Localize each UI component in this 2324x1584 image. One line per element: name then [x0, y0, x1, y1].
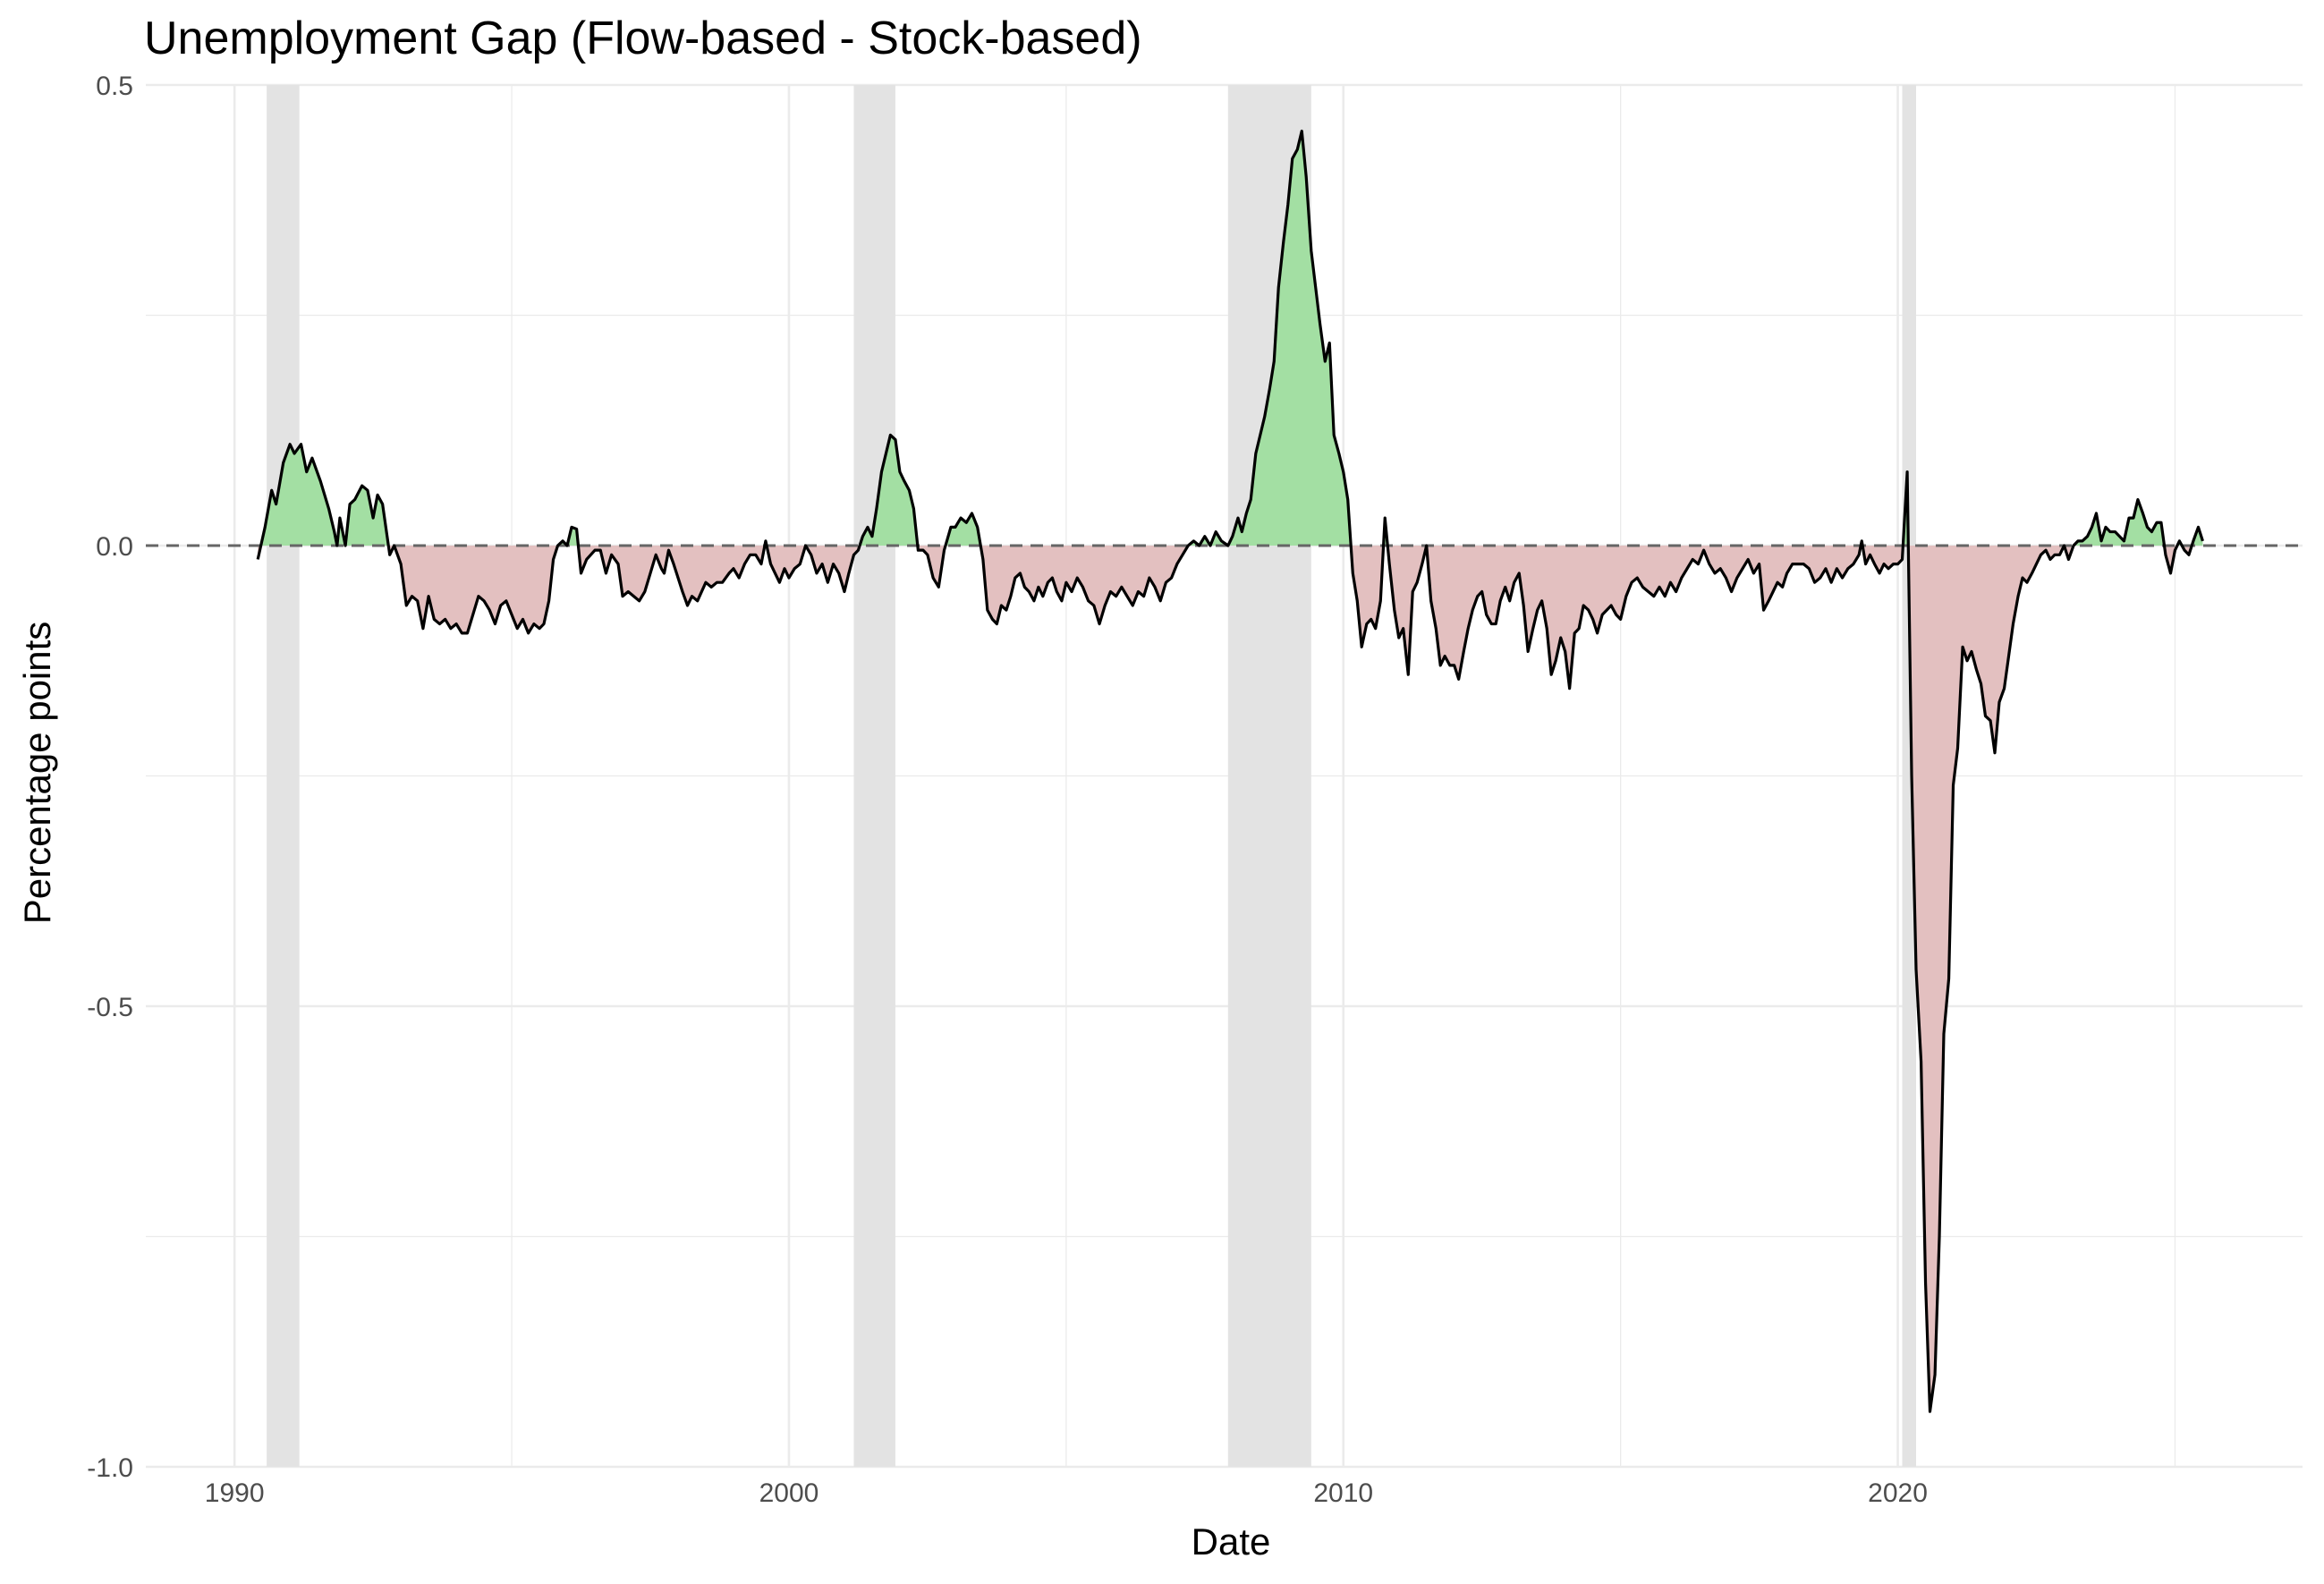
x-axis-title: Date — [1192, 1520, 1271, 1563]
negative-area — [1426, 546, 1862, 689]
positive-area — [557, 527, 579, 546]
y-tick-label: 0.0 — [96, 532, 133, 562]
y-tick-label: 0.5 — [96, 72, 133, 101]
positive-area — [1188, 131, 1352, 546]
x-tick-label: 2010 — [1313, 1478, 1373, 1508]
y-tick-label: -1.0 — [87, 1453, 133, 1483]
y-axis-tick-labels: 0.5 0.0 -0.5 -1.0 — [87, 72, 133, 1483]
chart-title: Unemployment Gap (Flow-based - Stock-bas… — [144, 13, 1142, 64]
x-tick-label: 1990 — [205, 1478, 265, 1508]
negative-area — [394, 546, 558, 633]
x-axis-tick-labels: 1990 2000 2010 2020 — [205, 1478, 1928, 1508]
positive-area — [945, 512, 981, 546]
x-tick-label: 2000 — [759, 1478, 819, 1508]
negative-area — [1908, 546, 2065, 1412]
positive-area — [260, 444, 389, 546]
recession-band — [1902, 85, 1916, 1467]
series-line — [256, 129, 2204, 1413]
y-axis-title: Percentage points — [16, 622, 58, 925]
recession-band — [853, 85, 895, 1467]
recession-band — [267, 85, 300, 1467]
y-tick-label: -0.5 — [87, 993, 133, 1022]
area-fills — [258, 131, 2203, 1412]
x-tick-label: 2020 — [1868, 1478, 1928, 1508]
negative-area — [1862, 546, 1904, 573]
positive-area — [860, 435, 918, 546]
negative-area — [980, 546, 1189, 624]
negative-area — [578, 546, 765, 606]
negative-area — [1387, 546, 1427, 675]
